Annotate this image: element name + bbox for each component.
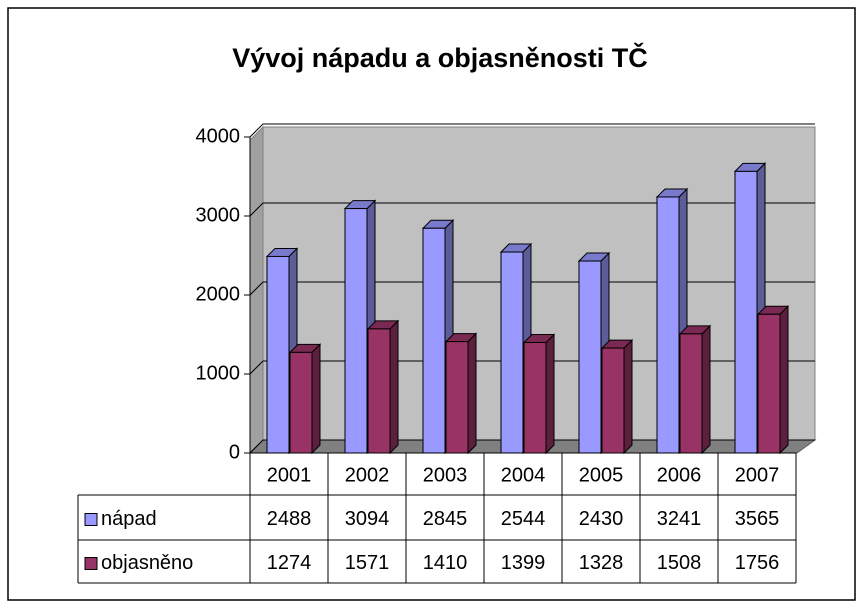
table-value: 3241 — [657, 508, 702, 530]
table-value: 3565 — [735, 508, 780, 530]
bar — [601, 347, 625, 454]
table-value: 1571 — [345, 552, 390, 574]
legend-swatch — [84, 557, 98, 570]
bar — [445, 341, 469, 454]
x-tick-label: 2002 — [345, 464, 390, 486]
side-wall — [249, 125, 264, 455]
table-value: 2845 — [423, 508, 468, 530]
legend-label: nápad — [101, 508, 157, 530]
bar — [679, 333, 703, 454]
chart-title: Vývoj nápadu a objasněnosti TČ — [232, 42, 648, 73]
x-tick-label: 2003 — [423, 464, 468, 486]
y-tick-label: 4000 — [196, 125, 241, 147]
bar — [734, 170, 758, 454]
bar-side — [545, 333, 555, 455]
legend-swatch — [84, 513, 98, 526]
bar — [289, 351, 313, 454]
y-tick-label: 2000 — [196, 283, 241, 305]
table-value: 1399 — [501, 552, 546, 574]
legend-label: objasněno — [101, 552, 193, 574]
table-value: 1410 — [423, 552, 468, 574]
table-value: 1508 — [657, 552, 702, 574]
bar — [578, 260, 602, 454]
x-tick-label: 2005 — [579, 464, 624, 486]
table-value: 2544 — [501, 508, 546, 530]
table-value: 1328 — [579, 552, 624, 574]
bar-side — [467, 332, 477, 455]
table-value: 2488 — [267, 508, 312, 530]
y-tick-label: 3000 — [196, 204, 241, 226]
x-tick-label: 2004 — [501, 464, 546, 486]
bar-side — [779, 305, 789, 455]
bar — [500, 251, 524, 454]
y-tick-label: 1000 — [196, 362, 241, 384]
bar — [266, 255, 290, 454]
x-tick-label: 2006 — [657, 464, 702, 486]
bar — [422, 227, 446, 454]
bar — [344, 208, 368, 454]
bar — [656, 196, 680, 454]
y-tick-label: 0 — [229, 441, 240, 463]
table-value: 3094 — [345, 508, 390, 530]
grid-line — [249, 439, 264, 454]
bar — [757, 313, 781, 454]
grid-line — [249, 123, 264, 138]
table-value: 2430 — [579, 508, 624, 530]
grid-line — [249, 281, 264, 296]
grid-line — [249, 202, 264, 217]
grid-line — [249, 360, 264, 375]
bar — [367, 328, 391, 454]
bar — [523, 341, 547, 454]
table-value: 1756 — [735, 552, 780, 574]
x-tick-label: 2007 — [735, 464, 780, 486]
x-tick-label: 2001 — [267, 464, 312, 486]
table-value: 1274 — [267, 552, 312, 574]
bar-side — [623, 338, 633, 455]
bar-side — [389, 319, 399, 455]
bar-side — [701, 324, 711, 455]
bar-side — [311, 343, 321, 455]
